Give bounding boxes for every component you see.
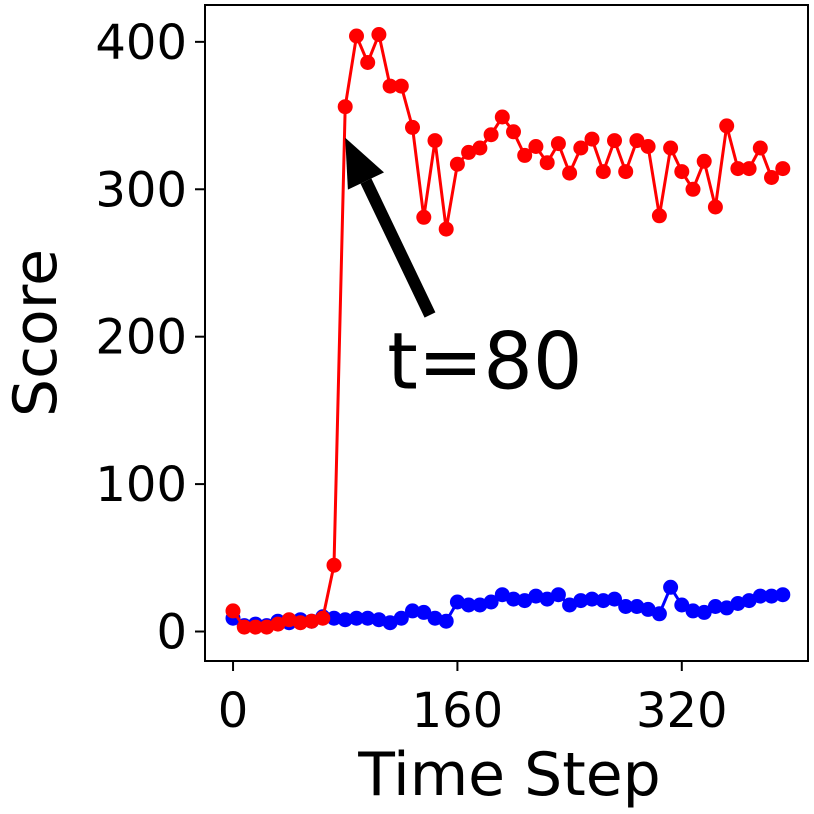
series-0-point-12: [360, 55, 376, 70]
x-tick-label-1: 160: [412, 683, 504, 739]
series-1-point-12: [360, 610, 376, 626]
series-1-point-15: [393, 610, 409, 626]
x-tick-label-0: 0: [218, 683, 249, 739]
series-1-point-49: [775, 587, 791, 603]
series-0-point-1: [236, 619, 252, 635]
x-tick-label-2: 320: [636, 683, 728, 739]
annotation-arrow-shaft: [360, 178, 436, 318]
series-1-point-27: [528, 588, 544, 604]
annotation-label: t=80: [387, 317, 582, 407]
series-0-point-44: [719, 118, 735, 134]
series-1-point-19: [438, 613, 454, 629]
series-0-point-13: [371, 27, 387, 42]
series-1-point-16: [405, 603, 420, 619]
series-1-point-31: [573, 593, 589, 609]
series-0-point-23: [483, 127, 499, 143]
y-axis-ticks: 0 100 200 300 400: [95, 15, 205, 661]
series-1-point-37: [640, 601, 656, 617]
series-1-point-9: [326, 610, 342, 626]
series-0-point-25: [506, 124, 521, 140]
series-1-point-32: [584, 591, 600, 607]
series-1-point-40: [674, 597, 690, 613]
series-1-point-38: [651, 606, 667, 622]
annotation-layer: t=80: [345, 137, 583, 407]
series-0-point-16: [405, 119, 420, 135]
series-0-point-49: [775, 161, 791, 177]
series-1-point-29: [550, 587, 566, 603]
series-0-point-22: [472, 140, 488, 156]
series-0-point-14: [382, 78, 398, 94]
series-0-point-20: [449, 156, 465, 172]
series-0-point-18: [427, 133, 443, 149]
series-1-point-23: [483, 594, 499, 610]
series-0-point-17: [416, 209, 432, 225]
series-0-point-42: [696, 153, 712, 169]
series-layer: [225, 27, 791, 635]
series-0-point-29: [550, 136, 566, 152]
y-axis-label: Score: [1, 249, 71, 417]
series-1-point-47: [752, 588, 768, 604]
series-0-point-8: [315, 610, 331, 626]
series-0-point-37: [640, 139, 656, 154]
series-0-point-15: [393, 78, 409, 94]
series-0-point-31: [573, 140, 589, 156]
series-0-point-11: [349, 28, 364, 44]
series-0-point-41: [685, 181, 701, 197]
series-0-point-36: [629, 133, 645, 149]
series-1-point-43: [707, 599, 723, 614]
series-1-point-41: [685, 603, 701, 619]
series-0-point-9: [326, 557, 342, 573]
series-0-point-28: [539, 155, 555, 171]
annotation-arrow-head: [345, 137, 384, 190]
y-tick-label-3: 300: [95, 162, 187, 218]
series-1-point-11: [349, 610, 364, 626]
series-0-point-35: [618, 164, 634, 180]
series-0-point-48: [764, 170, 779, 185]
y-tick-label-2: 200: [95, 310, 187, 366]
series-0-point-43: [707, 199, 723, 215]
series-0-point-33: [595, 164, 611, 180]
series-0-point-38: [651, 208, 667, 224]
series-0-point-27: [528, 139, 544, 154]
series-0-point-26: [517, 147, 533, 163]
series-0-point-6: [292, 615, 308, 631]
plot-frame: [204, 4, 809, 662]
series-0-point-47: [752, 140, 768, 156]
series-0-point-2: [248, 619, 263, 635]
series-0-point-40: [674, 164, 690, 180]
series-1-point-25: [506, 591, 521, 607]
series-1-point-48: [764, 588, 779, 604]
series-0-point-45: [730, 161, 746, 177]
x-axis-label: Time Step: [357, 740, 661, 810]
series-0-point-46: [741, 161, 757, 177]
series-0-point-0: [225, 603, 241, 619]
series-0-point-5: [281, 612, 297, 628]
series-0-point-34: [607, 133, 622, 149]
series-1-point-39: [663, 579, 679, 595]
series-0-point-21: [461, 144, 477, 160]
series-0-point-10: [337, 99, 353, 115]
series-1-point-35: [618, 599, 634, 614]
series-1-point-21: [461, 597, 477, 613]
series-0-point-24: [494, 109, 510, 125]
series-1-point-10: [337, 612, 353, 628]
series-0-point-30: [562, 165, 578, 181]
series-1-point-33: [595, 593, 611, 609]
series-0: [225, 27, 791, 635]
x-axis-ticks: 0 160 320: [218, 661, 728, 739]
y-tick-label-0: 0: [156, 605, 187, 661]
y-tick-label-1: 100: [95, 457, 187, 513]
series-1-point-42: [696, 604, 712, 620]
series-0-point-39: [663, 140, 679, 156]
series-1-point-17: [416, 604, 432, 620]
series-1-point-34: [607, 591, 622, 607]
series-0-point-32: [584, 131, 600, 147]
series-0-point-19: [438, 221, 454, 237]
y-tick-label-4: 400: [95, 15, 187, 71]
